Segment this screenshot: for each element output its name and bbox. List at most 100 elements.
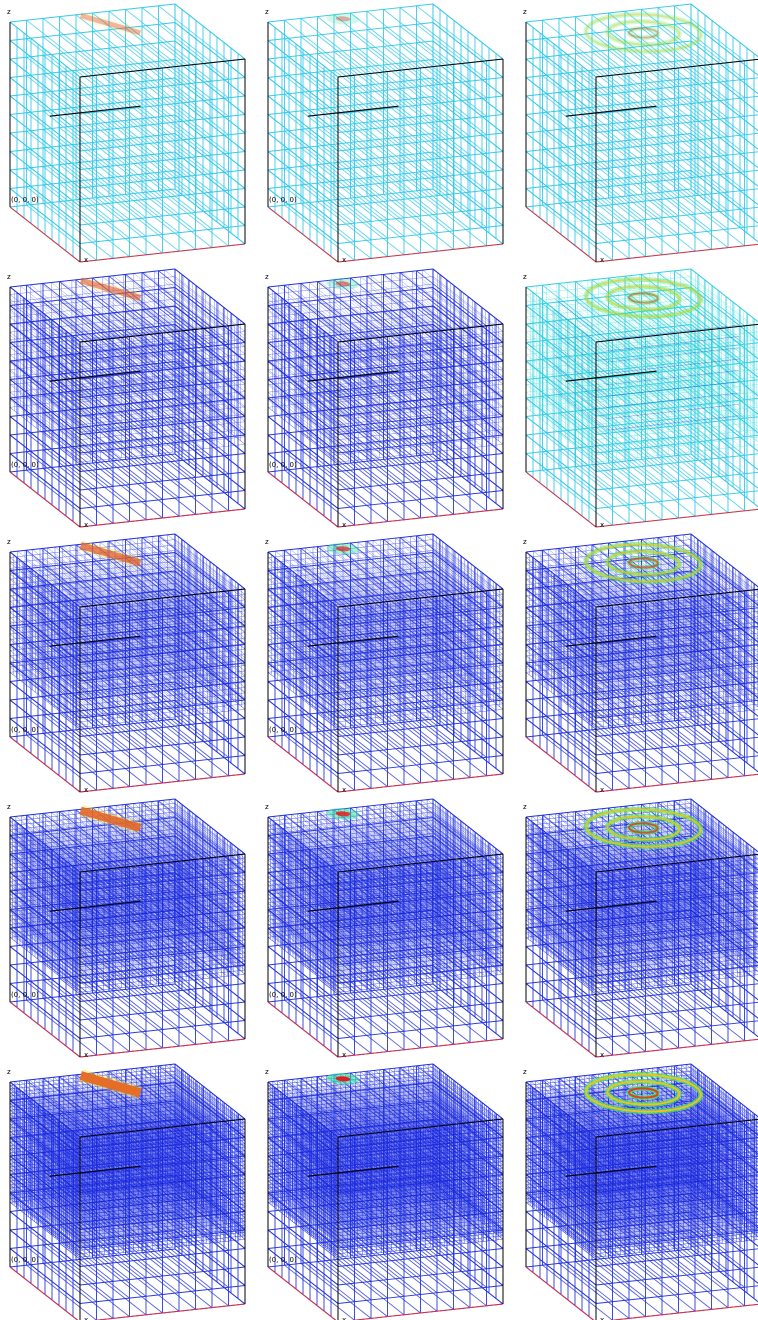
mesh-line xyxy=(93,198,163,253)
mesh-line xyxy=(60,997,130,1052)
mesh-line xyxy=(576,448,646,503)
mesh-line xyxy=(417,98,487,153)
mesh-panel: zx xyxy=(523,4,758,264)
mesh-line xyxy=(592,89,662,144)
mesh-line xyxy=(400,439,470,494)
mesh-line xyxy=(285,131,355,186)
mesh-line xyxy=(576,165,646,220)
axis-label-z: z xyxy=(523,8,527,16)
mesh-line xyxy=(159,456,229,511)
mesh-line xyxy=(142,45,212,100)
mesh-line xyxy=(609,198,679,253)
mesh-line xyxy=(93,106,163,161)
axis-label-x: x xyxy=(600,256,604,264)
mesh-line xyxy=(596,244,758,262)
mesh-line xyxy=(576,467,646,522)
mesh-line xyxy=(142,458,212,513)
mesh-line xyxy=(301,166,371,221)
mesh-line xyxy=(625,48,695,103)
mesh-line xyxy=(400,8,470,63)
mesh-line xyxy=(318,54,388,109)
mesh-line xyxy=(93,87,163,142)
mesh-line xyxy=(417,721,487,776)
mesh-line xyxy=(543,735,613,790)
mesh-panel: zx(0, 0, 0) xyxy=(265,269,503,529)
mesh-line xyxy=(592,144,662,199)
mesh-line xyxy=(658,82,728,137)
mesh-line xyxy=(60,165,130,220)
mesh-line xyxy=(142,421,212,476)
mesh-line xyxy=(384,459,454,514)
mesh-line xyxy=(543,131,613,186)
mesh-line xyxy=(596,509,758,527)
mesh-line xyxy=(142,723,212,778)
origin-label: (0, 0, 0) xyxy=(269,196,297,204)
mesh-line xyxy=(367,461,437,516)
mesh-line xyxy=(543,168,613,223)
mesh-line xyxy=(60,109,130,164)
mesh-panel: zx(0, 0, 0) xyxy=(7,534,245,794)
mesh-line xyxy=(159,721,229,776)
mesh-line xyxy=(592,711,662,766)
mesh-line xyxy=(576,109,646,164)
mesh-line xyxy=(60,430,130,485)
mesh-line xyxy=(159,702,229,757)
mesh-line xyxy=(109,178,179,233)
mesh-line xyxy=(592,70,662,125)
mesh-line xyxy=(609,50,679,105)
mesh-line xyxy=(417,191,487,246)
mesh-line xyxy=(642,139,712,194)
mesh-line xyxy=(642,194,712,249)
mesh-panel: zx xyxy=(523,534,758,794)
mesh-line xyxy=(27,470,97,525)
mesh-line xyxy=(109,48,179,103)
mesh-line xyxy=(625,443,695,498)
mesh-line xyxy=(675,191,745,246)
figure: zx(0, 0, 0)zx(0, 0, 0)zxzx(0, 0, 0)zx(0,… xyxy=(0,0,758,1320)
mesh-line xyxy=(351,180,421,235)
mesh-line xyxy=(142,8,212,63)
mesh-line xyxy=(318,72,388,127)
mesh-line xyxy=(351,161,421,216)
axis-label-z: z xyxy=(523,538,527,546)
mesh-line xyxy=(384,102,454,157)
mesh-line xyxy=(93,180,163,235)
mesh-line xyxy=(625,689,695,744)
mesh-line xyxy=(43,203,113,258)
mesh-line xyxy=(367,30,437,85)
mesh-line xyxy=(142,174,212,229)
mesh-line xyxy=(367,11,437,66)
mesh-line xyxy=(142,119,212,174)
mesh-line xyxy=(543,205,613,260)
mesh-line xyxy=(334,89,404,144)
page: zx(0, 0, 0)zx(0, 0, 0)zxzx(0, 0, 0)zx(0,… xyxy=(0,0,758,1320)
mesh-panel: zx(0, 0, 0) xyxy=(265,4,503,264)
mesh-line xyxy=(142,686,212,741)
mesh-line xyxy=(285,39,355,94)
mesh-line xyxy=(625,141,695,196)
mesh-line xyxy=(60,91,130,146)
mesh-line xyxy=(351,728,421,783)
mesh-line xyxy=(318,448,388,503)
origin-label: (0, 0, 0) xyxy=(269,461,297,469)
mesh-line xyxy=(592,465,662,520)
mesh-line xyxy=(367,48,437,103)
mesh-line xyxy=(675,702,745,757)
mesh-line xyxy=(384,65,454,120)
mesh-line xyxy=(658,193,728,248)
mesh-line xyxy=(543,150,613,205)
mesh-line xyxy=(596,774,758,792)
mesh-line xyxy=(559,203,629,258)
mesh-line xyxy=(109,443,179,498)
mesh-line xyxy=(609,180,679,235)
mesh-line xyxy=(675,61,745,116)
mesh-line xyxy=(400,458,470,513)
mesh-line xyxy=(76,89,146,144)
mesh-line xyxy=(576,146,646,201)
mesh-line xyxy=(43,148,113,203)
mesh-line xyxy=(93,993,163,1048)
mesh-line xyxy=(318,128,388,183)
mesh-line xyxy=(658,137,728,192)
mesh-line xyxy=(60,202,130,257)
mesh-line xyxy=(675,6,745,61)
